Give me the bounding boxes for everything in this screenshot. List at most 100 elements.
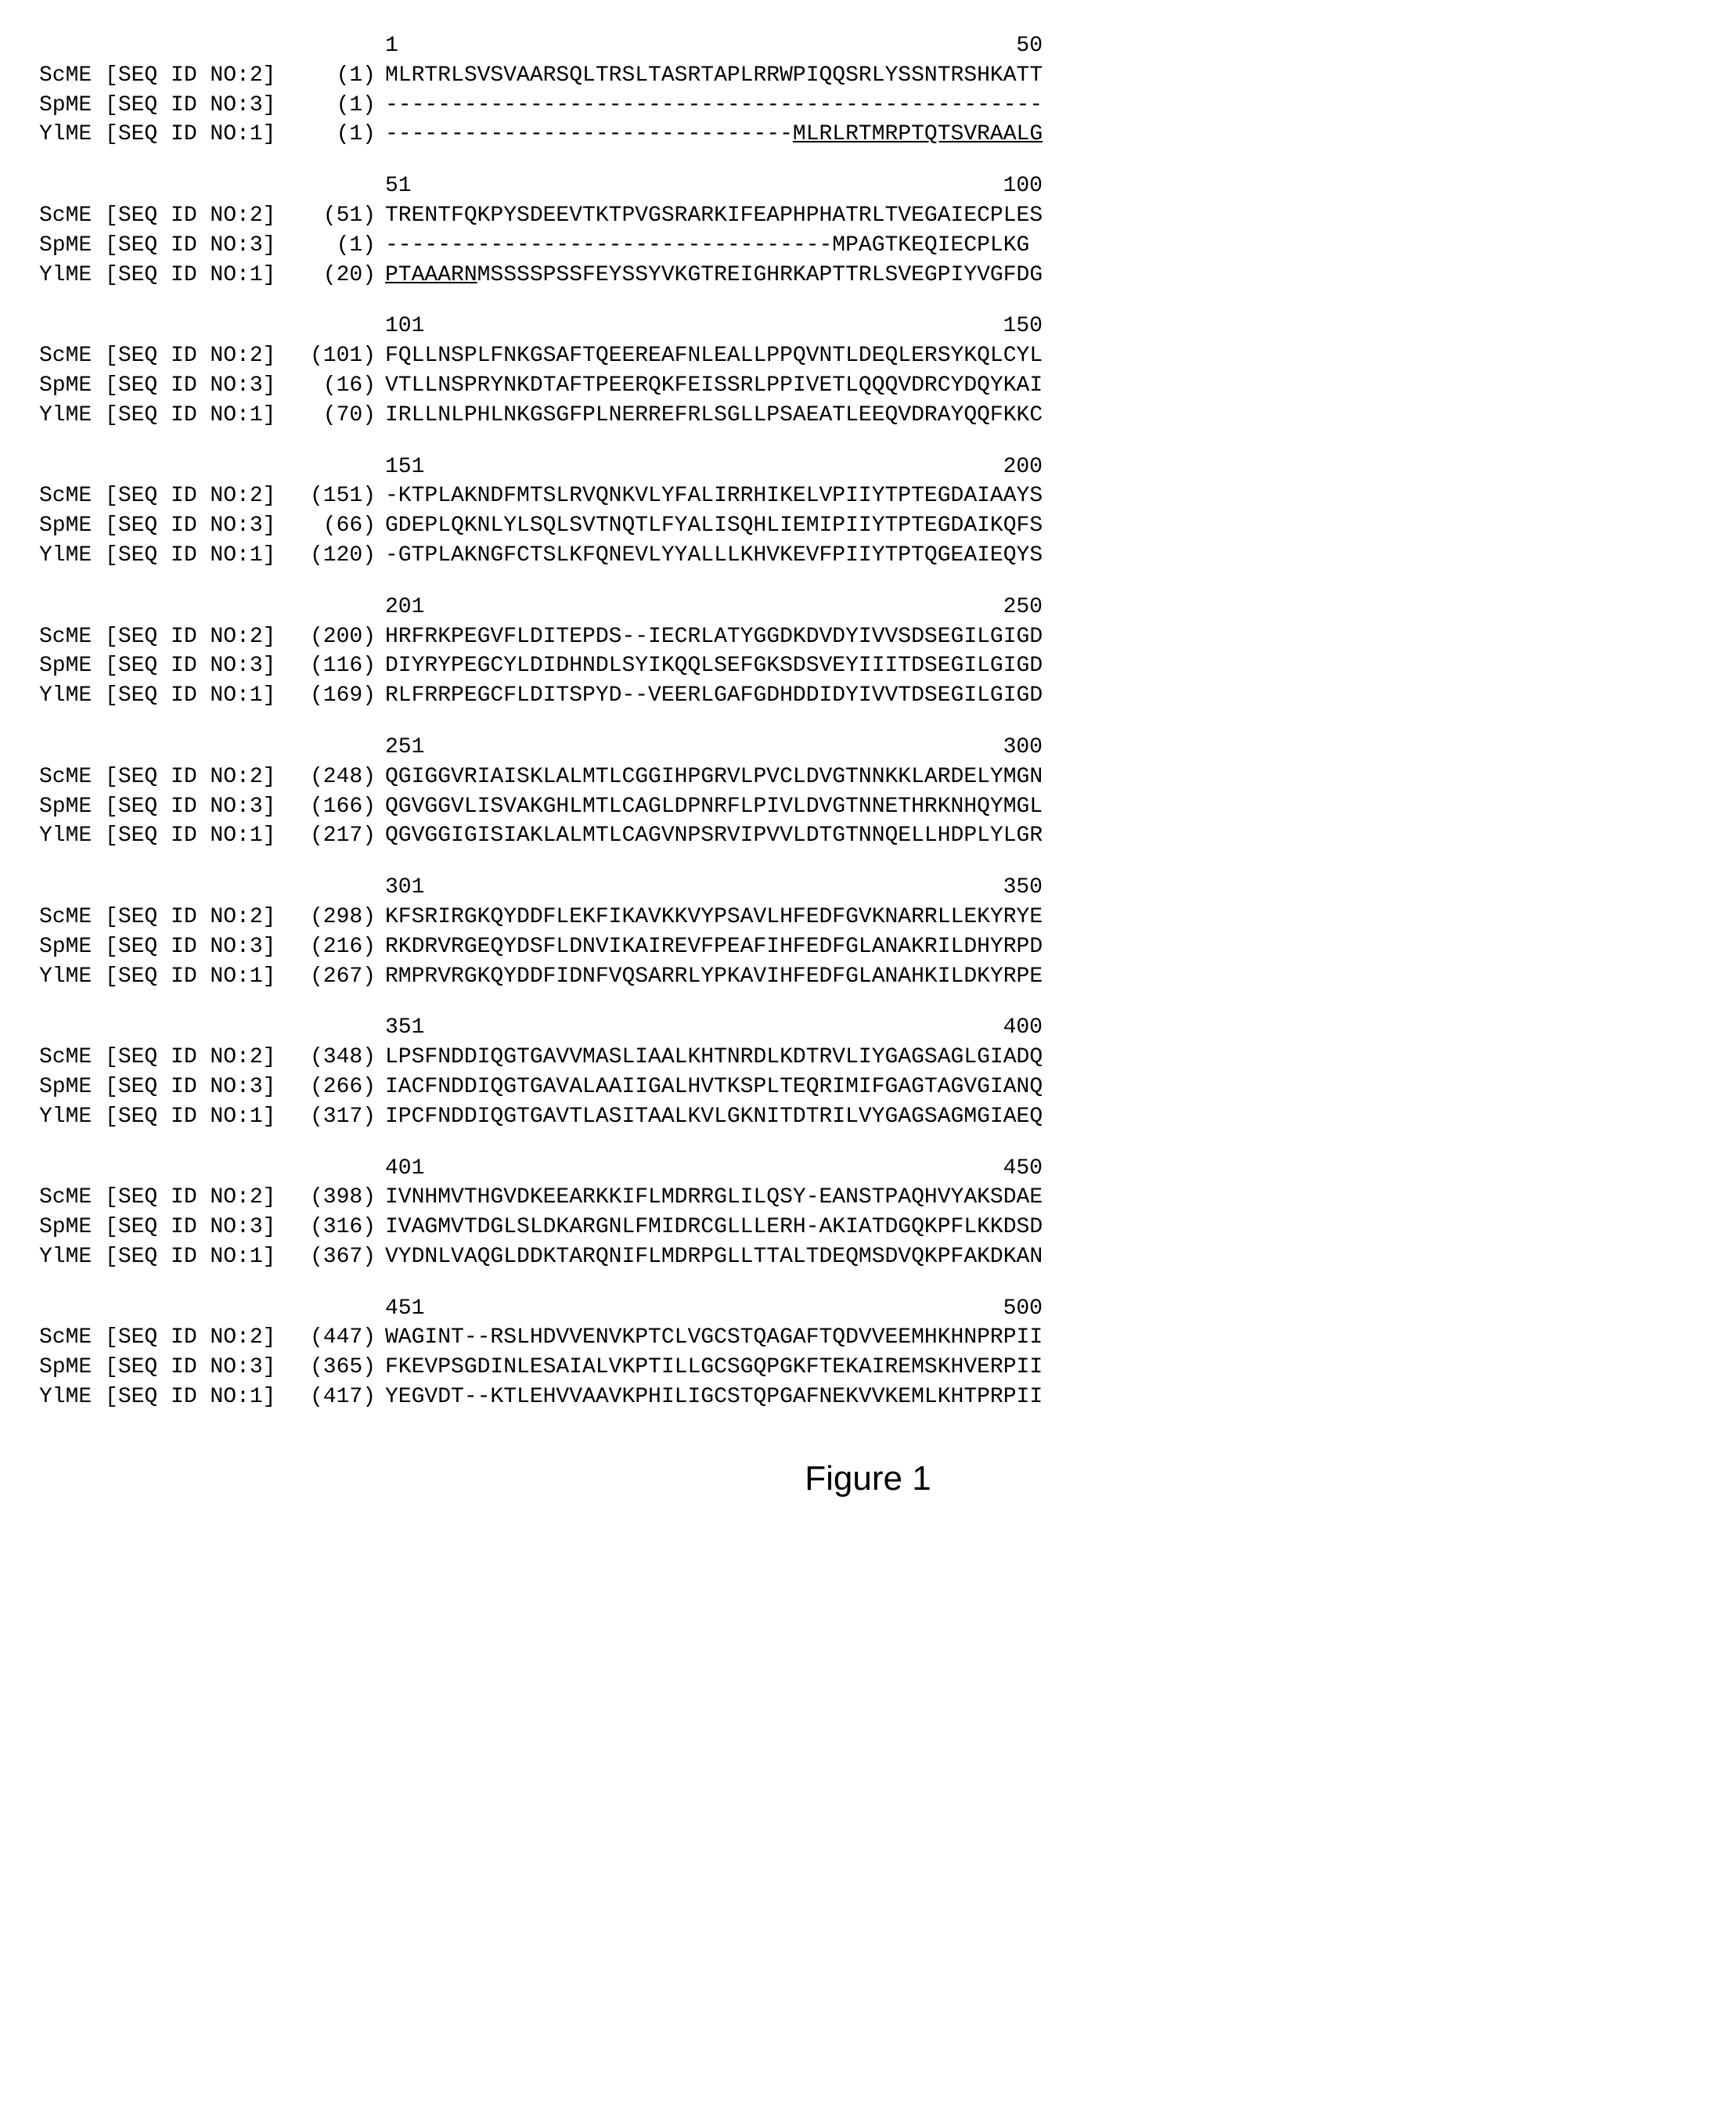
- sequence-label: YlME [SEQ ID NO:1]: [39, 261, 290, 290]
- sequence-position: (365): [290, 1353, 385, 1383]
- sequence-label: SpME [SEQ ID NO:3]: [39, 511, 290, 541]
- sequence-text: FKEVPSGDINLESAIALVKPTILLGCSGQPGKFTEKAIRE…: [385, 1353, 1043, 1383]
- position-ruler: XX301350: [39, 873, 1697, 903]
- sequence-label: ScME [SEQ ID NO:2]: [39, 1043, 290, 1073]
- sequence-text: -KTPLAKNDFMTSLRVQNKVLYFALIRRHIKELVPIIYTP…: [385, 481, 1043, 511]
- alignment-block: XX351400ScME [SEQ ID NO:2](348)LPSFNDDIQ…: [39, 1013, 1697, 1131]
- sequence-position: (348): [290, 1043, 385, 1073]
- sequence-position: (166): [290, 792, 385, 822]
- sequence-row: YlME [SEQ ID NO:1](317)IPCFNDDIQGTGAVTLA…: [39, 1102, 1697, 1132]
- sequence-label: YlME [SEQ ID NO:1]: [39, 1102, 290, 1132]
- sequence-position: (169): [290, 681, 385, 711]
- sequence-label: YlME [SEQ ID NO:1]: [39, 541, 290, 571]
- alignment-block: XX451500ScME [SEQ ID NO:2](447)WAGINT--R…: [39, 1294, 1697, 1412]
- sequence-row: ScME [SEQ ID NO:2](248)QGIGGVRIAISKLALMT…: [39, 762, 1697, 792]
- sequence-text: HRFRKPEGVFLDITEPDS--IECRLATYGGDKDVDYIVVS…: [385, 622, 1043, 652]
- sequence-row: YlME [SEQ ID NO:1](169)RLFRRPEGCFLDITSPY…: [39, 681, 1697, 711]
- sequence-label: ScME [SEQ ID NO:2]: [39, 903, 290, 932]
- sequence-position: (248): [290, 762, 385, 792]
- sequence-position: (70): [290, 401, 385, 431]
- sequence-position: (1): [290, 231, 385, 261]
- alignment-block: XX101150ScME [SEQ ID NO:2](101)FQLLNSPLF…: [39, 312, 1697, 430]
- alignment-block: XX201250ScME [SEQ ID NO:2](200)HRFRKPEGV…: [39, 593, 1697, 711]
- sequence-label: YlME [SEQ ID NO:1]: [39, 962, 290, 992]
- sequence-label: YlME [SEQ ID NO:1]: [39, 681, 290, 711]
- sequence-row: ScME [SEQ ID NO:2](1)MLRTRLSVSVAARSQLTRS…: [39, 61, 1697, 91]
- sequence-text: VYDNLVAQGLDDKTARQNIFLMDRPGLLTTALTDEQMSDV…: [385, 1242, 1043, 1272]
- sequence-text: RMPRVRGKQYDDFIDNFVQSARRLYPKAVIHFEDFGLANA…: [385, 962, 1043, 992]
- sequence-position: (151): [290, 481, 385, 511]
- sequence-text: IVAGMVTDGLSLDKARGNLFMIDRCGLLLERH-AKIATDG…: [385, 1213, 1043, 1242]
- sequence-row: ScME [SEQ ID NO:2](151)-KTPLAKNDFMTSLRVQ…: [39, 481, 1697, 511]
- alignment-block: XX151200ScME [SEQ ID NO:2](151)-KTPLAKND…: [39, 452, 1697, 571]
- sequence-label: ScME [SEQ ID NO:2]: [39, 622, 290, 652]
- sequence-row: YlME [SEQ ID NO:1](217)QGVGGIGISIAKLALMT…: [39, 821, 1697, 851]
- sequence-row: SpME [SEQ ID NO:3](16)VTLLNSPRYNKDTAFTPE…: [39, 371, 1697, 401]
- sequence-row: ScME [SEQ ID NO:2](348)LPSFNDDIQGTGAVVMA…: [39, 1043, 1697, 1073]
- sequence-label: ScME [SEQ ID NO:2]: [39, 61, 290, 91]
- sequence-row: SpME [SEQ ID NO:3](1)-------------------…: [39, 231, 1697, 261]
- sequence-label: YlME [SEQ ID NO:1]: [39, 120, 290, 150]
- sequence-text: VTLLNSPRYNKDTAFTPEERQKFEISSRLPPIVETLQQQV…: [385, 371, 1043, 401]
- sequence-row: ScME [SEQ ID NO:2](398)IVNHMVTHGVDKEEARK…: [39, 1183, 1697, 1213]
- alignment-block: XX301350ScME [SEQ ID NO:2](298)KFSRIRGKQ…: [39, 873, 1697, 991]
- sequence-text: -------------------------------MLRLRTMRP…: [385, 120, 1043, 150]
- sequence-position: (317): [290, 1102, 385, 1132]
- sequence-text: ----------------------------------MPAGTK…: [385, 231, 1029, 261]
- sequence-position: (66): [290, 511, 385, 541]
- sequence-label: SpME [SEQ ID NO:3]: [39, 91, 290, 121]
- sequence-position: (417): [290, 1383, 385, 1412]
- sequence-row: YlME [SEQ ID NO:1](417)YEGVDT--KTLEHVVAA…: [39, 1383, 1697, 1412]
- sequence-label: YlME [SEQ ID NO:1]: [39, 1383, 290, 1412]
- sequence-label: SpME [SEQ ID NO:3]: [39, 792, 290, 822]
- sequence-position: (1): [290, 91, 385, 121]
- sequence-row: YlME [SEQ ID NO:1](267)RMPRVRGKQYDDFIDNF…: [39, 962, 1697, 992]
- sequence-text: -GTPLAKNGFCTSLKFQNEVLYYALLLKHVKEVFPIIYTP…: [385, 541, 1043, 571]
- sequence-position: (120): [290, 541, 385, 571]
- sequence-text: MLRTRLSVSVAARSQLTRSLTASRTAPLRRWPIQQSRLYS…: [385, 61, 1043, 91]
- sequence-row: ScME [SEQ ID NO:2](51)TRENTFQKPYSDEEVTKT…: [39, 201, 1697, 231]
- sequence-position: (217): [290, 821, 385, 851]
- sequence-text: IVNHMVTHGVDKEEARKKIFLMDRRGLILQSY-EANSTPA…: [385, 1183, 1043, 1213]
- sequence-row: SpME [SEQ ID NO:3](1)-------------------…: [39, 91, 1697, 121]
- sequence-text: LPSFNDDIQGTGAVVMASLIAALKHTNRDLKDTRVLIYGA…: [385, 1043, 1043, 1073]
- sequence-label: ScME [SEQ ID NO:2]: [39, 1183, 290, 1213]
- sequence-position: (101): [290, 341, 385, 371]
- alignment-block: XX251300ScME [SEQ ID NO:2](248)QGIGGVRIA…: [39, 733, 1697, 851]
- sequence-row: SpME [SEQ ID NO:3](266)IACFNDDIQGTGAVALA…: [39, 1073, 1697, 1102]
- sequence-row: SpME [SEQ ID NO:3](216)RKDRVRGEQYDSFLDNV…: [39, 932, 1697, 962]
- sequence-row: YlME [SEQ ID NO:1](367)VYDNLVAQGLDDKTARQ…: [39, 1242, 1697, 1272]
- sequence-text: ----------------------------------------…: [385, 91, 1043, 121]
- sequence-position: (20): [290, 261, 385, 290]
- sequence-row: SpME [SEQ ID NO:3](116)DIYRYPEGCYLDIDHND…: [39, 651, 1697, 681]
- sequence-label: ScME [SEQ ID NO:2]: [39, 481, 290, 511]
- position-ruler: XX101150: [39, 312, 1697, 341]
- alignment-block: XX150ScME [SEQ ID NO:2](1)MLRTRLSVSVAARS…: [39, 31, 1697, 150]
- sequence-position: (267): [290, 962, 385, 992]
- sequence-text: KFSRIRGKQYDDFLEKFIKAVKKVYPSAVLHFEDFGVKNA…: [385, 903, 1043, 932]
- position-ruler: XX401450: [39, 1154, 1697, 1184]
- sequence-row: SpME [SEQ ID NO:3](66)GDEPLQKNLYLSQLSVTN…: [39, 511, 1697, 541]
- sequence-text: IACFNDDIQGTGAVALAAIIGALHVTKSPLTEQRIMIFGA…: [385, 1073, 1043, 1102]
- sequence-position: (447): [290, 1323, 385, 1353]
- sequence-position: (316): [290, 1213, 385, 1242]
- alignment-block: XX401450ScME [SEQ ID NO:2](398)IVNHMVTHG…: [39, 1154, 1697, 1272]
- sequence-label: SpME [SEQ ID NO:3]: [39, 1073, 290, 1102]
- sequence-alignment: XX150ScME [SEQ ID NO:2](1)MLRTRLSVSVAARS…: [39, 31, 1697, 1412]
- sequence-row: SpME [SEQ ID NO:3](365)FKEVPSGDINLESAIAL…: [39, 1353, 1697, 1383]
- sequence-position: (1): [290, 61, 385, 91]
- sequence-text: TRENTFQKPYSDEEVTKTPVGSRARKIFEAPHPHATRLTV…: [385, 201, 1043, 231]
- sequence-row: ScME [SEQ ID NO:2](101)FQLLNSPLFNKGSAFTQ…: [39, 341, 1697, 371]
- sequence-label: SpME [SEQ ID NO:3]: [39, 371, 290, 401]
- sequence-label: YlME [SEQ ID NO:1]: [39, 821, 290, 851]
- sequence-row: YlME [SEQ ID NO:1](120)-GTPLAKNGFCTSLKFQ…: [39, 541, 1697, 571]
- sequence-label: ScME [SEQ ID NO:2]: [39, 341, 290, 371]
- sequence-row: YlME [SEQ ID NO:1](70)IRLLNLPHLNKGSGFPLN…: [39, 401, 1697, 431]
- position-ruler: XX451500: [39, 1294, 1697, 1324]
- position-ruler: XX150: [39, 31, 1697, 61]
- sequence-text: DIYRYPEGCYLDIDHNDLSYIKQQLSEFGKSDSVEYIIIT…: [385, 651, 1043, 681]
- position-ruler: XX251300: [39, 733, 1697, 762]
- sequence-row: ScME [SEQ ID NO:2](200)HRFRKPEGVFLDITEPD…: [39, 622, 1697, 652]
- sequence-row: YlME [SEQ ID NO:1](20)PTAAARNMSSSSPSSFEY…: [39, 261, 1697, 290]
- sequence-label: ScME [SEQ ID NO:2]: [39, 1323, 290, 1353]
